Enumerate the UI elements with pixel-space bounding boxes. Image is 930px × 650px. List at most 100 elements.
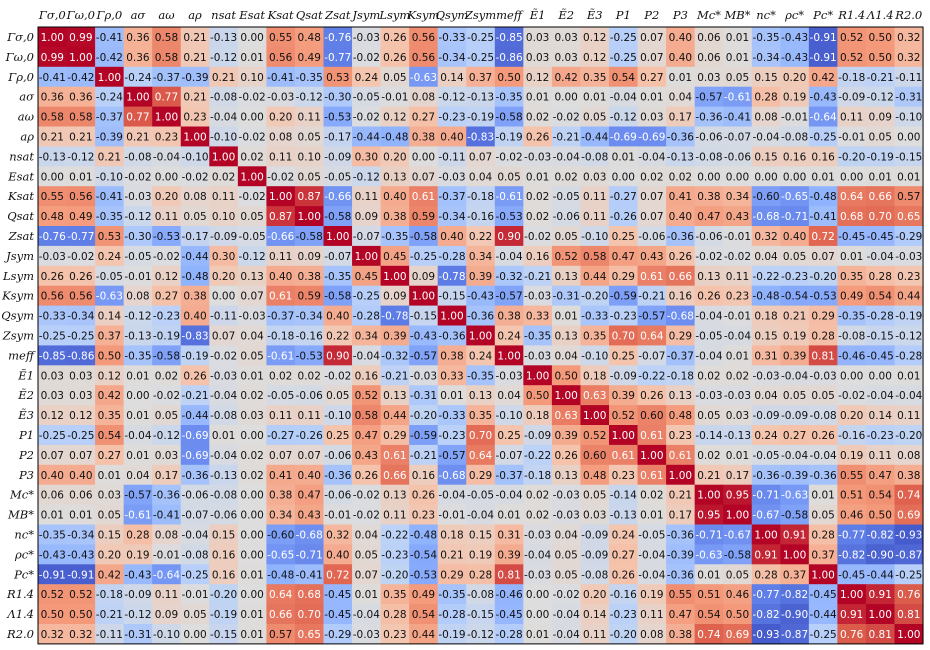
heatmap-cell (294, 86, 324, 107)
heatmap-cell (209, 405, 239, 426)
heatmap-cell (580, 86, 610, 107)
heatmap-cell (209, 245, 239, 267)
heatmap-cell (580, 524, 610, 545)
cell-value-label: 1.00 (497, 350, 520, 362)
heatmap-cell (808, 305, 838, 326)
heatmap-cell (808, 385, 838, 406)
heatmap-cell (380, 27, 410, 48)
heatmap-cell (780, 305, 810, 326)
cell-value-label: -0.41 (96, 32, 123, 44)
heatmap-cell (323, 604, 353, 625)
cell-value-label: 0.36 (41, 92, 65, 104)
cell-value-label: 0.23 (412, 510, 435, 522)
heatmap-cell (865, 345, 895, 366)
heatmap-cell (637, 126, 667, 147)
heatmap-cell (237, 46, 267, 68)
x-tick-label: Zsat (324, 8, 351, 22)
heatmap-cell (494, 564, 524, 585)
heatmap-cell (865, 27, 895, 48)
cell-value-label: -0.23 (610, 609, 637, 621)
heatmap-cell (266, 86, 296, 107)
cell-value-label: 0.34 (469, 251, 493, 263)
cell-value-label: 0.50 (98, 350, 121, 362)
cell-value-label: -0.12 (610, 112, 637, 124)
heatmap-cell (666, 524, 696, 545)
cell-value-label: 0.17 (669, 112, 692, 124)
cell-value-label: -0.87 (781, 629, 808, 641)
heatmap-cell (751, 226, 781, 247)
cell-value-label: -0.18 (96, 589, 123, 601)
heatmap-cell (466, 106, 496, 127)
cell-value-label: 0.77 (126, 112, 149, 124)
heatmap-cell (494, 265, 524, 287)
heatmap-cell (551, 265, 581, 287)
heatmap-cell (180, 524, 210, 545)
cell-value-label: -0.03 (695, 390, 722, 402)
cell-value-label: 0.21 (69, 131, 92, 143)
cell-value-label: 0.87 (298, 191, 321, 203)
heatmap-cell (523, 444, 553, 466)
cell-value-label: 0.14 (440, 72, 464, 84)
heatmap-cell (180, 624, 210, 645)
heatmap-cell (466, 504, 496, 525)
heatmap-cell (352, 405, 381, 426)
heatmap-cell (66, 66, 96, 88)
heatmap-cell (751, 584, 781, 605)
cell-value-label: -0.28 (438, 609, 465, 621)
cell-value-label: -0.68 (296, 529, 323, 541)
heatmap-cell (237, 186, 267, 207)
heatmap-cell (180, 46, 210, 68)
cell-value-label: 0.11 (155, 589, 178, 601)
cell-value-label: -0.43 (810, 92, 837, 104)
heatmap-cell (380, 325, 410, 346)
heatmap-cell (294, 66, 324, 88)
cell-value-label: -0.15 (867, 330, 894, 342)
heatmap-cell (894, 186, 924, 207)
heatmap-cell (294, 524, 324, 545)
heatmap-cell (66, 285, 96, 306)
heatmap-cell (95, 226, 125, 247)
x-tick-label: Ksym (406, 8, 439, 22)
heatmap-cell (694, 46, 724, 68)
heatmap-cell (38, 166, 67, 187)
cell-value-label: -0.22 (524, 450, 551, 462)
cell-value-label: 0.00 (840, 370, 863, 382)
heatmap-cell (237, 444, 267, 466)
cell-value-label: -0.34 (296, 311, 323, 323)
cell-value-label: 0.49 (840, 291, 863, 303)
heatmap-cell (237, 27, 267, 48)
cell-value-label: 0.20 (269, 112, 292, 124)
cell-value-label: -0.25 (610, 52, 637, 64)
cell-value-label: 0.16 (811, 151, 835, 163)
heatmap-cell (152, 405, 182, 426)
cell-value-label: -0.04 (553, 609, 580, 621)
cell-value-label: -0.12 (438, 92, 465, 104)
heatmap-cell (437, 126, 467, 147)
heatmap-cell (409, 226, 439, 247)
heatmap-cell (666, 444, 696, 466)
cell-value-label: -0.34 (438, 52, 465, 64)
cell-value-label: 1.00 (640, 450, 663, 462)
heatmap-cell (209, 425, 239, 446)
cell-value-label: -0.03 (353, 629, 380, 641)
cell-value-label: -0.54 (781, 291, 808, 303)
cell-value-label: 0.05 (298, 131, 321, 143)
cell-value-label: -0.12 (867, 92, 894, 104)
heatmap-cell (609, 544, 638, 565)
cell-value-label: -0.36 (467, 311, 494, 323)
heatmap-cell (894, 385, 924, 406)
heatmap-cell (180, 584, 210, 605)
heatmap-cell (66, 604, 96, 625)
heatmap-cell (209, 504, 239, 525)
heatmap-cell (780, 365, 810, 386)
heatmap-cell (723, 305, 753, 326)
heatmap-cell (837, 484, 867, 505)
cell-value-label: -0.48 (267, 569, 294, 581)
cell-value-label: -0.04 (153, 151, 180, 163)
heatmap-cell (808, 166, 838, 187)
heatmap-cell (266, 624, 296, 645)
cell-value-label: -0.58 (495, 112, 522, 124)
heatmap-cell (123, 126, 153, 147)
heatmap-cell (266, 226, 296, 247)
heatmap-cell (580, 345, 610, 366)
